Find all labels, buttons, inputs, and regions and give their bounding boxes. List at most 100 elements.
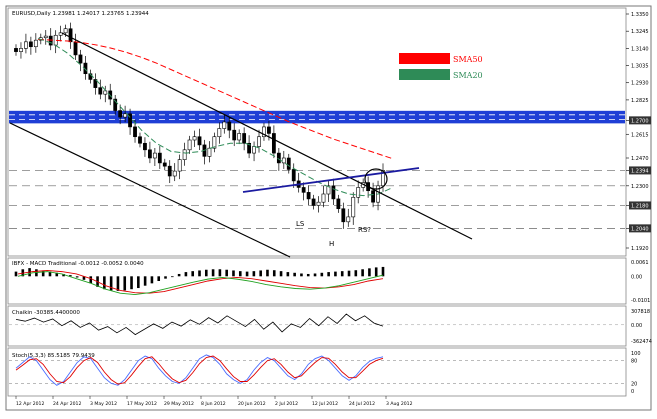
- macd-bar: [286, 272, 290, 277]
- candle: [316, 201, 321, 206]
- price-label: 1.3350: [631, 12, 649, 18]
- macd-bar: [252, 271, 256, 277]
- macd-bar: [109, 276, 113, 291]
- candle: [371, 190, 375, 203]
- price-label: 1.2180: [631, 203, 649, 209]
- candle: [217, 128, 222, 138]
- candle: [311, 198, 316, 206]
- x-tick-label: 17 May 2012: [127, 401, 157, 407]
- candle: [162, 162, 167, 167]
- macd-bar: [340, 271, 344, 277]
- price-label: 1.2300: [631, 184, 649, 190]
- stoch-y-label: 20: [631, 381, 637, 387]
- x-tick-label: 12 Jul 2012: [312, 401, 338, 407]
- macd-bar: [171, 276, 174, 278]
- macd-bar: [368, 268, 371, 277]
- macd-bar: [306, 273, 310, 277]
- candle: [143, 142, 147, 151]
- candle: [118, 110, 123, 118]
- candle: [276, 152, 281, 164]
- candle: [222, 121, 227, 129]
- breakout-circle: [364, 168, 388, 190]
- price-label: 1.2470: [631, 156, 649, 162]
- price-label: 1.3140: [631, 46, 649, 52]
- candle: [197, 136, 202, 146]
- candle: [242, 133, 247, 144]
- x-tick-label: 24 Apr 2012: [53, 401, 81, 407]
- macd-bar: [245, 271, 249, 277]
- macd-bar: [191, 271, 195, 277]
- x-tick-label: 29 May 2012: [164, 401, 194, 407]
- macd-bar: [204, 269, 208, 277]
- candle: [43, 35, 48, 39]
- macd-bar: [238, 271, 242, 277]
- candle: [212, 136, 217, 149]
- panel-main: [7, 7, 627, 257]
- legend-swatch: [399, 69, 450, 80]
- candle: [138, 136, 142, 144]
- macd-bar: [157, 276, 161, 281]
- candle: [381, 170, 385, 187]
- macd-bar: [374, 267, 378, 277]
- candle: [148, 149, 152, 159]
- price-label: 1.3035: [631, 64, 649, 70]
- macd-bar: [347, 270, 351, 277]
- candle: [336, 198, 341, 210]
- label-rs: RS?: [358, 226, 371, 234]
- candle: [351, 196, 356, 218]
- macd-bar: [164, 276, 167, 279]
- macd-bar: [211, 269, 215, 277]
- macd-title: IBFX - MACD Traditional -0.0012 -0.0052 …: [12, 261, 144, 267]
- candle: [128, 113, 132, 128]
- macd-bar: [75, 276, 79, 278]
- candle: [19, 48, 23, 52]
- candle: [237, 133, 242, 141]
- x-tick-label: 20 Jun 2012: [238, 401, 266, 407]
- macd-bar: [232, 270, 235, 277]
- legend-label: SMA50: [453, 55, 483, 64]
- macd-bar: [41, 270, 45, 277]
- macd-bar: [69, 275, 72, 277]
- chaikin-line: [15, 313, 384, 336]
- candle: [326, 185, 331, 195]
- candle: [182, 149, 187, 160]
- macd-bar: [123, 276, 127, 291]
- macd-bar: [62, 273, 65, 277]
- macd-bar: [259, 270, 262, 277]
- chaikin-y-label: 307818: [631, 309, 650, 315]
- candle: [247, 142, 251, 154]
- candle: [192, 136, 197, 141]
- candle: [286, 157, 291, 170]
- candle: [63, 28, 68, 34]
- candle: [24, 41, 28, 49]
- macd-bar: [320, 272, 324, 277]
- x-tick-label: 8 Jun 2012: [201, 401, 226, 407]
- x-tick-label: 12 Apr 2012: [16, 401, 44, 407]
- sma50-line: [37, 38, 394, 160]
- candle: [232, 129, 237, 141]
- candle: [103, 90, 108, 95]
- candle: [68, 28, 73, 43]
- candle: [73, 41, 78, 56]
- price-label: 1.2394: [631, 168, 649, 174]
- channel-upper: [61, 32, 473, 240]
- macd-bar: [55, 272, 59, 277]
- candle: [93, 79, 98, 88]
- candle: [157, 152, 162, 164]
- stoch-d-line: [15, 355, 384, 385]
- stoch-y-label: 80: [631, 359, 637, 365]
- price-label-box: [629, 224, 651, 233]
- price-label-box: [629, 201, 651, 210]
- macd-bar: [334, 271, 337, 277]
- macd-bar: [137, 276, 140, 289]
- macd-bar: [177, 273, 181, 277]
- macd-bar: [218, 269, 222, 277]
- candle: [291, 169, 296, 182]
- macd-bar: [266, 269, 269, 277]
- macd-bar: [89, 276, 93, 284]
- stoch-k-line: [15, 354, 384, 386]
- price-label: 1.2825: [631, 98, 649, 104]
- candle: [271, 133, 276, 154]
- candle: [172, 170, 177, 177]
